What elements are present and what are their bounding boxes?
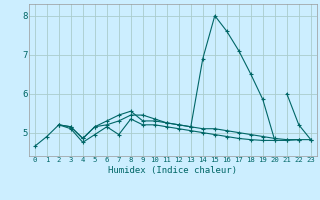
X-axis label: Humidex (Indice chaleur): Humidex (Indice chaleur): [108, 166, 237, 175]
